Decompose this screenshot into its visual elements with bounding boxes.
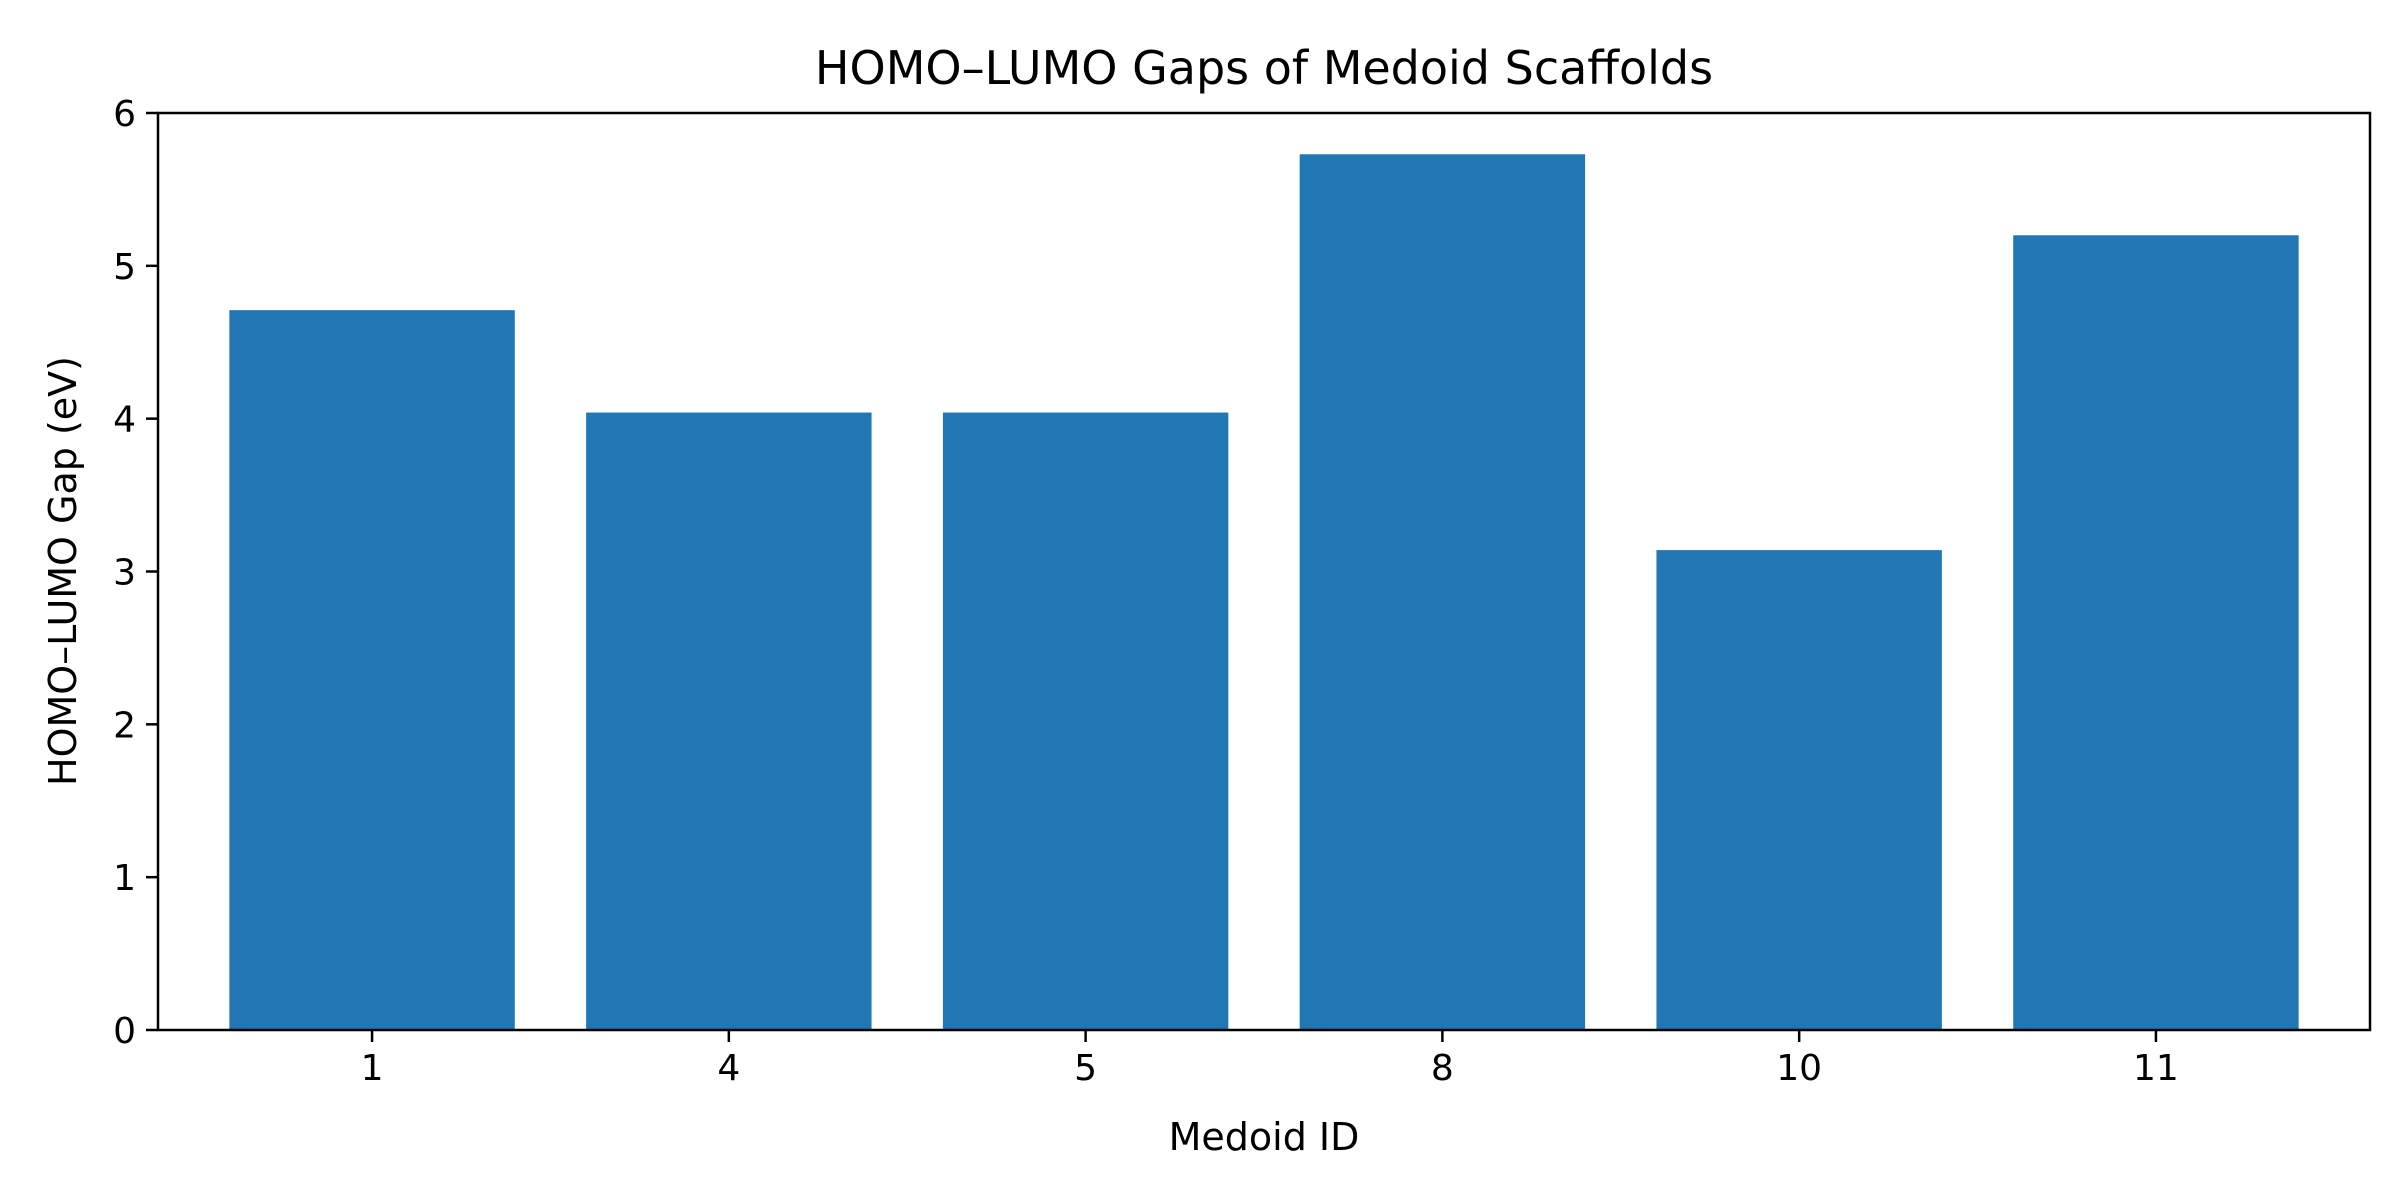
x-axis-label: Medoid ID bbox=[1169, 1115, 1360, 1159]
x-tick-label-10: 10 bbox=[1776, 1048, 1822, 1089]
bar-8 bbox=[1299, 154, 1586, 1030]
x-tick-label-1: 1 bbox=[361, 1048, 384, 1089]
x-tick-label-11: 11 bbox=[2133, 1048, 2179, 1089]
chart-title: HOMO–LUMO Gaps of Medoid Scaffolds bbox=[815, 41, 1713, 95]
bars-group bbox=[229, 154, 2299, 1030]
y-tick-label-2: 2 bbox=[113, 705, 136, 746]
y-tick-label-1: 1 bbox=[113, 858, 136, 899]
bar-5 bbox=[942, 412, 1229, 1030]
y-axis-label: HOMO–LUMO Gap (eV) bbox=[41, 356, 85, 786]
bar-11 bbox=[2013, 235, 2299, 1030]
bar-10 bbox=[1656, 550, 1942, 1030]
y-tick-label-4: 4 bbox=[113, 400, 136, 441]
bar-1 bbox=[229, 310, 515, 1030]
x-tick-label-4: 4 bbox=[717, 1048, 740, 1089]
y-tick-label-5: 5 bbox=[113, 247, 136, 288]
y-tick-label-6: 6 bbox=[113, 94, 136, 135]
x-tick-label-5: 5 bbox=[1074, 1048, 1097, 1089]
bar-4 bbox=[586, 412, 872, 1030]
y-tick-label-3: 3 bbox=[113, 553, 136, 594]
y-tick-label-0: 0 bbox=[113, 1011, 136, 1052]
x-axis: 1 4 5 8 10 11 bbox=[156, 111, 2372, 1089]
y-axis: 0 1 2 3 4 5 6 bbox=[113, 94, 158, 1052]
x-tick-label-8: 8 bbox=[1431, 1048, 1454, 1089]
